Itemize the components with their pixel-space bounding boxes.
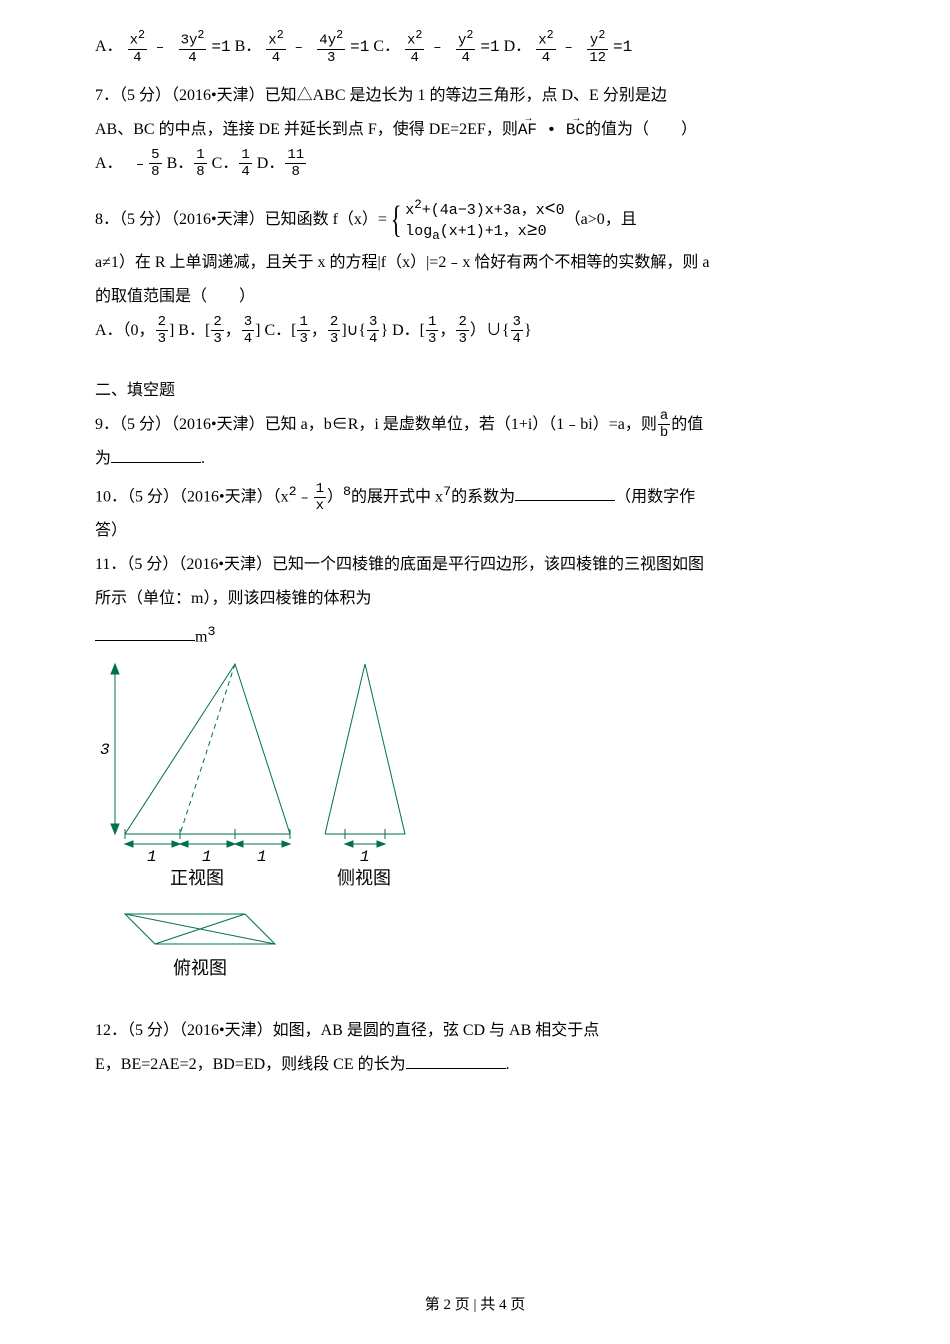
left-brace-icon: { [391,201,402,239]
q7-options: A． ﹣58 B．18 C．14 D．118 [95,147,855,181]
top-view-label: 俯视图 [173,958,227,978]
q7-stem-2: AB、BC 的中点，连接 DE 并延长到点 F，使得 DE=2EF，则AF • … [95,113,855,147]
section-2-title: 二、填空题 [95,374,855,408]
svg-text:1: 1 [147,848,157,866]
q11-blank: m3 [95,616,855,654]
blank [406,1054,506,1069]
q12-stem-2: E，BE=2AE=2，BD=ED，则线段 CE 的长为. [95,1048,855,1082]
q8-stem-1: 8．（5 分）（2016•天津）已知函数 f（x）={ x2+(4a−3)x+3… [95,195,855,246]
page-footer: 第 2 页 | 共 4 页 [0,1293,950,1314]
opt-a-prefix: A． [95,38,123,55]
q8-stem-3: 的取值范围是（ ） [95,280,855,314]
svg-text:1: 1 [202,848,212,866]
q7-stem-1: 7．（5 分）（2016•天津）已知△ABC 是边长为 1 的等边三角形，点 D… [95,79,855,113]
q6-options: A． x24 ﹣ 3y24 =1 B． x24 ﹣ 4y23 =1 C． x24… [95,30,855,65]
frac: 3y24 [179,30,207,65]
blank [111,448,201,463]
front-view-label: 正视图 [170,868,224,888]
q8-options: A．（0，23] B．[23，34] C．[13，23]∪{34} D．[13，… [95,314,855,348]
vector-bc: BC [566,113,585,147]
three-view-diagram: 3 1 1 1 1 正视图 侧视图 [95,654,415,1014]
q9-stem-1: 9．（5 分）（2016•天津）已知 a，b∈R，i 是虚数单位，若（1+i）（… [95,408,855,442]
q10-stem-2: 答） [95,514,855,548]
q10-stem-1: 10．（5 分）（2016•天津）（x2﹣1x）8的展开式中 x7的系数为（用数… [95,476,855,514]
vector-af: AF [518,113,537,147]
q8-stem-2: a≠1）在 R 上单调递减，且关于 x 的方程|f（x）|=2﹣x 恰好有两个不… [95,246,855,280]
frac: x24 [128,30,147,65]
piecewise: x2+(4a−3)x+3a，x<0 loga(x+1)+1，x≥0 [405,195,564,246]
q11-stem-1: 11．（5 分）（2016•天津）已知一个四棱锥的底面是平行四边形，该四棱锥的三… [95,548,855,582]
label-3: 3 [100,741,110,759]
svg-text:1: 1 [360,848,370,866]
svg-text:1: 1 [257,848,267,866]
q9-stem-2: 为. [95,442,855,476]
blank [515,486,615,501]
q12-stem-1: 12．（5 分）（2016•天津）如图，AB 是圆的直径，弦 CD 与 AB 相… [95,1014,855,1048]
side-view-label: 侧视图 [337,868,391,888]
q11-stem-2: 所示（单位：m），则该四棱锥的体积为 [95,582,855,616]
